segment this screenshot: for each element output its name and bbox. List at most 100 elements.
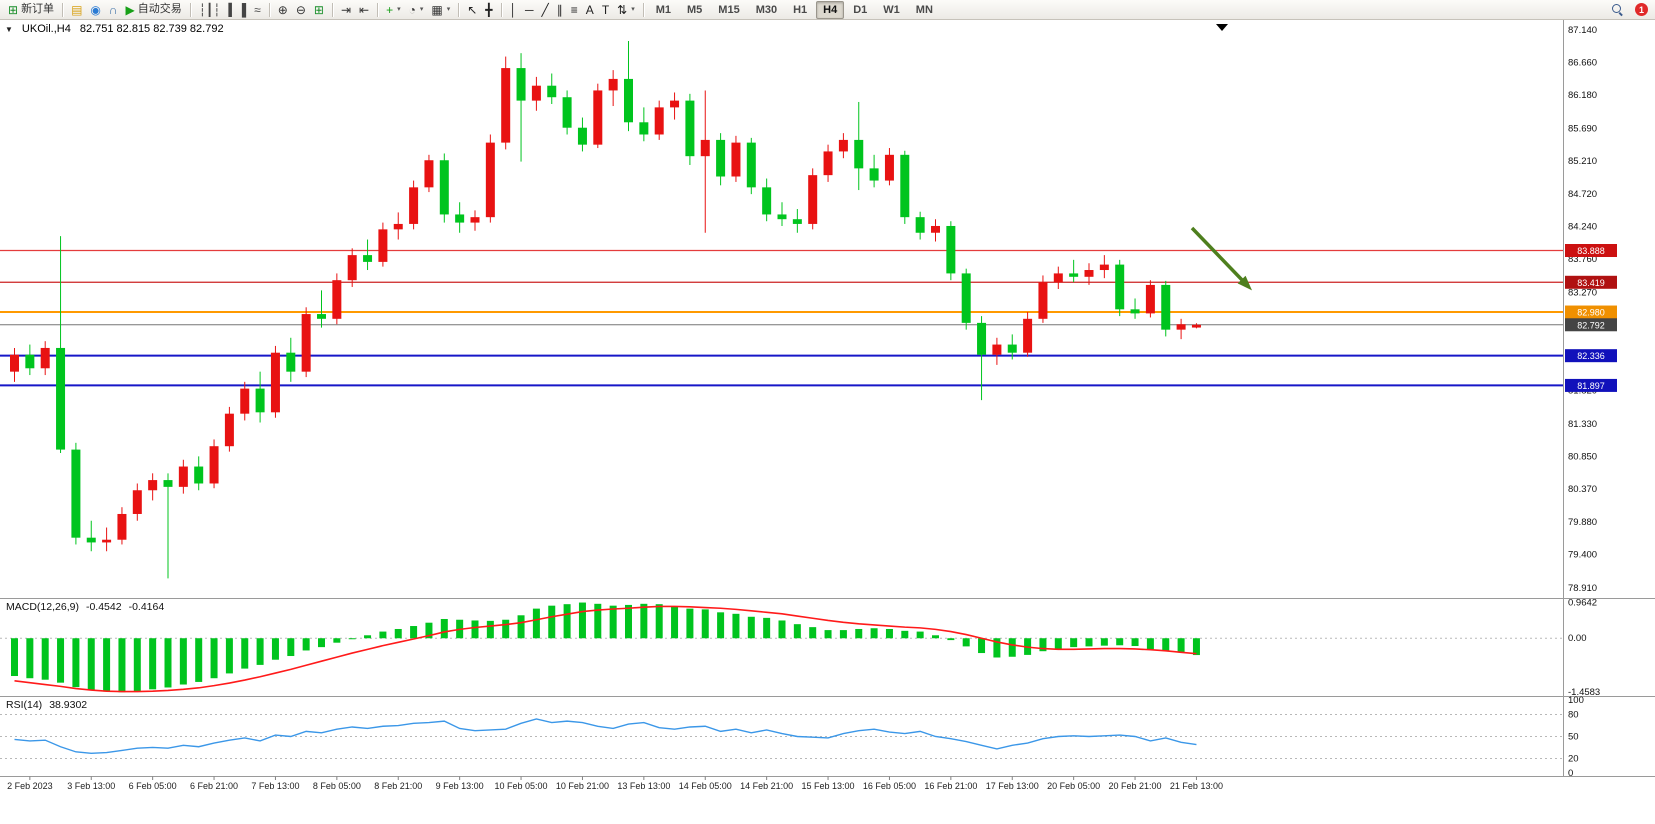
macd-main-value: -0.4542 [85,601,122,613]
new-order-button-label: 新订单 [21,3,55,15]
svg-text:82.980: 82.980 [1577,308,1605,318]
svg-text:83.270: 83.270 [1568,287,1597,298]
svg-text:50: 50 [1568,732,1579,743]
text-label-icon[interactable]: T [598,2,613,18]
text-icon[interactable]: A [582,2,598,18]
svg-text:10 Feb 05:00: 10 Feb 05:00 [495,781,548,791]
svg-text:6 Feb 05:00: 6 Feb 05:00 [129,781,177,791]
zoom-out-icon[interactable]: ⊖ [292,2,310,18]
chart-canvas[interactable]: 87.140 86.660 86.180 85.690 85.210 84.720 84.2… [0,20,1655,824]
chart-window: 87.140 86.660 86.180 85.690 85.210 84.720 84.2… [0,20,1655,824]
symbol-info: ▼ UKOil.,H4 82.751 82.815 82.739 82.792 [5,23,224,35]
svg-text:8 Feb 21:00: 8 Feb 21:00 [374,781,422,791]
svg-text:83.419: 83.419 [1577,278,1605,288]
arrows-icon-glyph: ⇅ [617,2,628,17]
horizontal-line-icon-glyph: ─ [525,2,534,17]
toolbar-separator [189,2,191,17]
svg-text:16 Feb 21:00: 16 Feb 21:00 [924,781,977,791]
indicators-add-icon[interactable]: + ▾ [382,2,405,18]
text-label-icon-glyph: T [601,2,610,17]
one-click-trading-toggle[interactable]: ▼ [5,24,13,34]
toolbar-right: 1 [1607,1,1651,18]
svg-text:81.897: 81.897 [1577,381,1605,391]
periods-icon-glyph: ◔ [408,2,416,17]
candlestick-series [10,40,1201,579]
rsi-panel: 100 80 50 20 0 [0,695,1584,779]
search-icon[interactable] [1607,1,1628,18]
svg-text:84.240: 84.240 [1568,222,1597,233]
chart-shift-marker[interactable] [1216,24,1228,31]
vps-icon[interactable]: ∩ [105,2,122,18]
arrows-icon[interactable]: ⇅ ▾ [613,2,639,18]
timeframe-m5[interactable]: M5 [687,3,703,16]
svg-text:20 Feb 21:00: 20 Feb 21:00 [1109,781,1162,791]
price-tag-82.792 [1565,318,1617,332]
horizontal-lines [0,249,1563,387]
templates-icon-dropdown-arrow[interactable]: ▾ [446,6,451,13]
svg-text:2 Feb 2023: 2 Feb 2023 [7,781,53,791]
equidistant-channel-icon-glyph: ∥ [556,2,563,17]
cursor-icon[interactable]: ↖ [463,2,481,18]
line-chart-icon[interactable]: ≈ [250,2,265,18]
signals-icon-glyph: ◉ [90,2,101,17]
indicators-add-icon-glyph: + [386,2,394,17]
trendline-icon[interactable]: ╱ [538,2,553,18]
chart-shift-icon-glyph: ⇤ [359,2,370,17]
timeframe-mn[interactable]: MN [915,3,933,16]
vps-icon-glyph: ∩ [108,2,118,17]
rsi-value: 38.9302 [49,699,88,711]
market-icon[interactable]: ▤ [67,2,86,18]
svg-text:78.910: 78.910 [1568,583,1597,594]
time-axis: 2 Feb 2023 3 Feb 13:00 6 Feb 05:00 6 Feb 21… [7,776,1223,791]
candlestick-chart-icon[interactable]: ▍▐ [224,2,250,18]
toolbar-separator [268,2,270,17]
autotrading-button-glyph: ▶ [125,2,135,17]
timeframe-m15[interactable]: M15 [718,3,740,16]
new-order-button-glyph: ⊞ [8,2,19,17]
periods-icon-dropdown-arrow[interactable]: ▾ [419,6,424,13]
zoom-in-icon[interactable]: ⊕ [274,2,292,18]
new-order-button[interactable]: ⊞ 新订单 [4,2,58,18]
notification-badge[interactable]: 1 [1635,3,1648,16]
auto-scroll-icon[interactable]: ⇥ [337,2,355,18]
text-icon-glyph: A [585,2,594,17]
bar-chart-icon-glyph: ┆┃┆ [198,2,221,17]
svg-text:100: 100 [1568,695,1584,706]
templates-icon[interactable]: ▦ ▾ [427,2,454,18]
arrows-icon-dropdown-arrow[interactable]: ▾ [631,6,635,13]
svg-text:82.792: 82.792 [1577,320,1605,330]
equidistant-channel-icon[interactable]: ∥ [553,2,567,18]
timeframe-h1[interactable]: H1 [793,3,808,16]
svg-text:86.660: 86.660 [1568,58,1597,69]
chart-shift-icon[interactable]: ⇤ [355,2,373,18]
fibonacci-icon[interactable]: ≡ [567,2,582,18]
periods-icon[interactable]: ◔ ▾ [405,2,428,18]
svg-text:0: 0 [1568,768,1573,779]
price-tag-81.897 [1565,378,1617,392]
timeframe-w1[interactable]: W1 [883,3,900,16]
timeframe-toolbar: M1 M5 M15 M30 H1 H4 D1 W1 MN [639,0,941,19]
timeframe-m30[interactable]: M30 [755,3,778,16]
svg-text:81.330: 81.330 [1568,419,1597,430]
price-tag-83.419 [1565,275,1617,289]
timeframe-m1[interactable]: M1 [655,3,672,16]
vertical-line-icon[interactable]: │ [506,2,522,18]
timeframe-d1[interactable]: D1 [853,3,868,16]
arrow-annotation[interactable] [1190,226,1247,285]
svg-text:84.720: 84.720 [1568,189,1597,200]
bar-chart-icon[interactable]: ┆┃┆ [195,2,225,18]
tile-windows-icon[interactable]: ⊞ [310,2,328,18]
market-icon-glyph: ▤ [71,2,83,17]
svg-text:87.140: 87.140 [1568,25,1597,36]
autotrading-button[interactable]: ▶ 自动交易 [122,2,186,18]
timeframe-h4[interactable]: H4 [816,0,845,19]
svg-text:0.9642: 0.9642 [1568,598,1597,609]
zoom-in-icon-glyph: ⊕ [277,2,288,17]
indicators-add-icon-dropdown-arrow[interactable]: ▾ [397,6,401,13]
svg-text:85.210: 85.210 [1568,156,1597,167]
crosshair-icon[interactable]: ╋ [481,2,496,18]
horizontal-line-icon[interactable]: ─ [521,2,538,18]
svg-text:15 Feb 13:00: 15 Feb 13:00 [802,781,855,791]
svg-text:14 Feb 21:00: 14 Feb 21:00 [740,781,793,791]
signals-icon[interactable]: ◉ [86,2,104,18]
